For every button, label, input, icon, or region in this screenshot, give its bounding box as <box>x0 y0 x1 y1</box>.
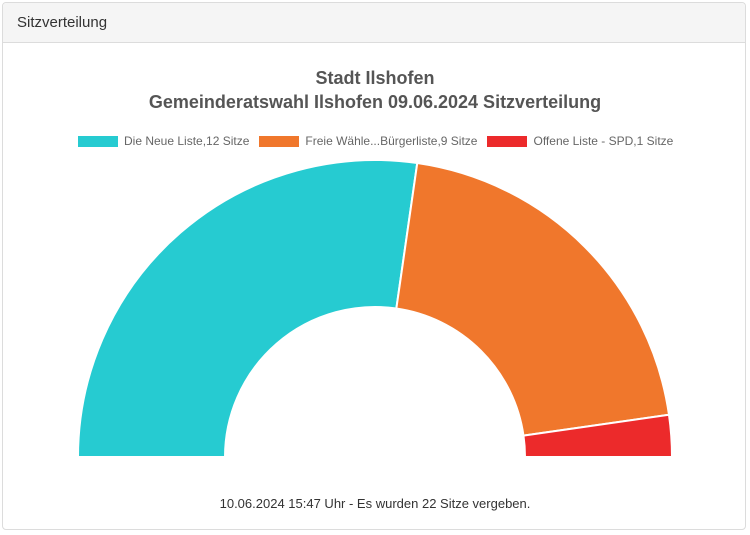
slice-freie-w-hle-b-rgerliste[interactable] <box>395 161 671 437</box>
legend-item-die-neue-liste[interactable]: Die Neue Liste,12 Sitze <box>78 134 249 148</box>
panel-header: Sitzverteilung <box>3 3 745 43</box>
legend-swatch <box>78 135 118 147</box>
chart-footer: 10.06.2024 15:47 Uhr - Es wurden 22 Sitz… <box>219 496 531 511</box>
legend-item-freie-waehler[interactable]: Freie Wähle...Bürgerliste,9 Sitze <box>259 134 477 148</box>
legend-label: Freie Wähle...Bürgerliste,9 Sitze <box>305 134 478 148</box>
legend-item-offene-liste-spd[interactable]: Offene Liste - SPD,1 Sitze <box>487 134 673 148</box>
legend-label: Offene Liste - SPD,1 Sitze <box>533 134 674 148</box>
legend-swatch <box>259 135 300 147</box>
slice-die-neue-liste[interactable] <box>76 159 419 458</box>
chart-legend: Die Neue Liste,12 Sitze Freie Wähle...Bü… <box>78 134 683 148</box>
slice-offene-liste-spd[interactable] <box>522 413 674 458</box>
legend-swatch <box>487 135 528 147</box>
chart-title: Stadt Ilshofen <box>315 68 435 88</box>
legend-label: Die Neue Liste,12 Sitze <box>124 134 250 148</box>
chart-subtitle: Gemeinderatswahl Ilshofen 09.06.2024 Sit… <box>148 92 602 112</box>
